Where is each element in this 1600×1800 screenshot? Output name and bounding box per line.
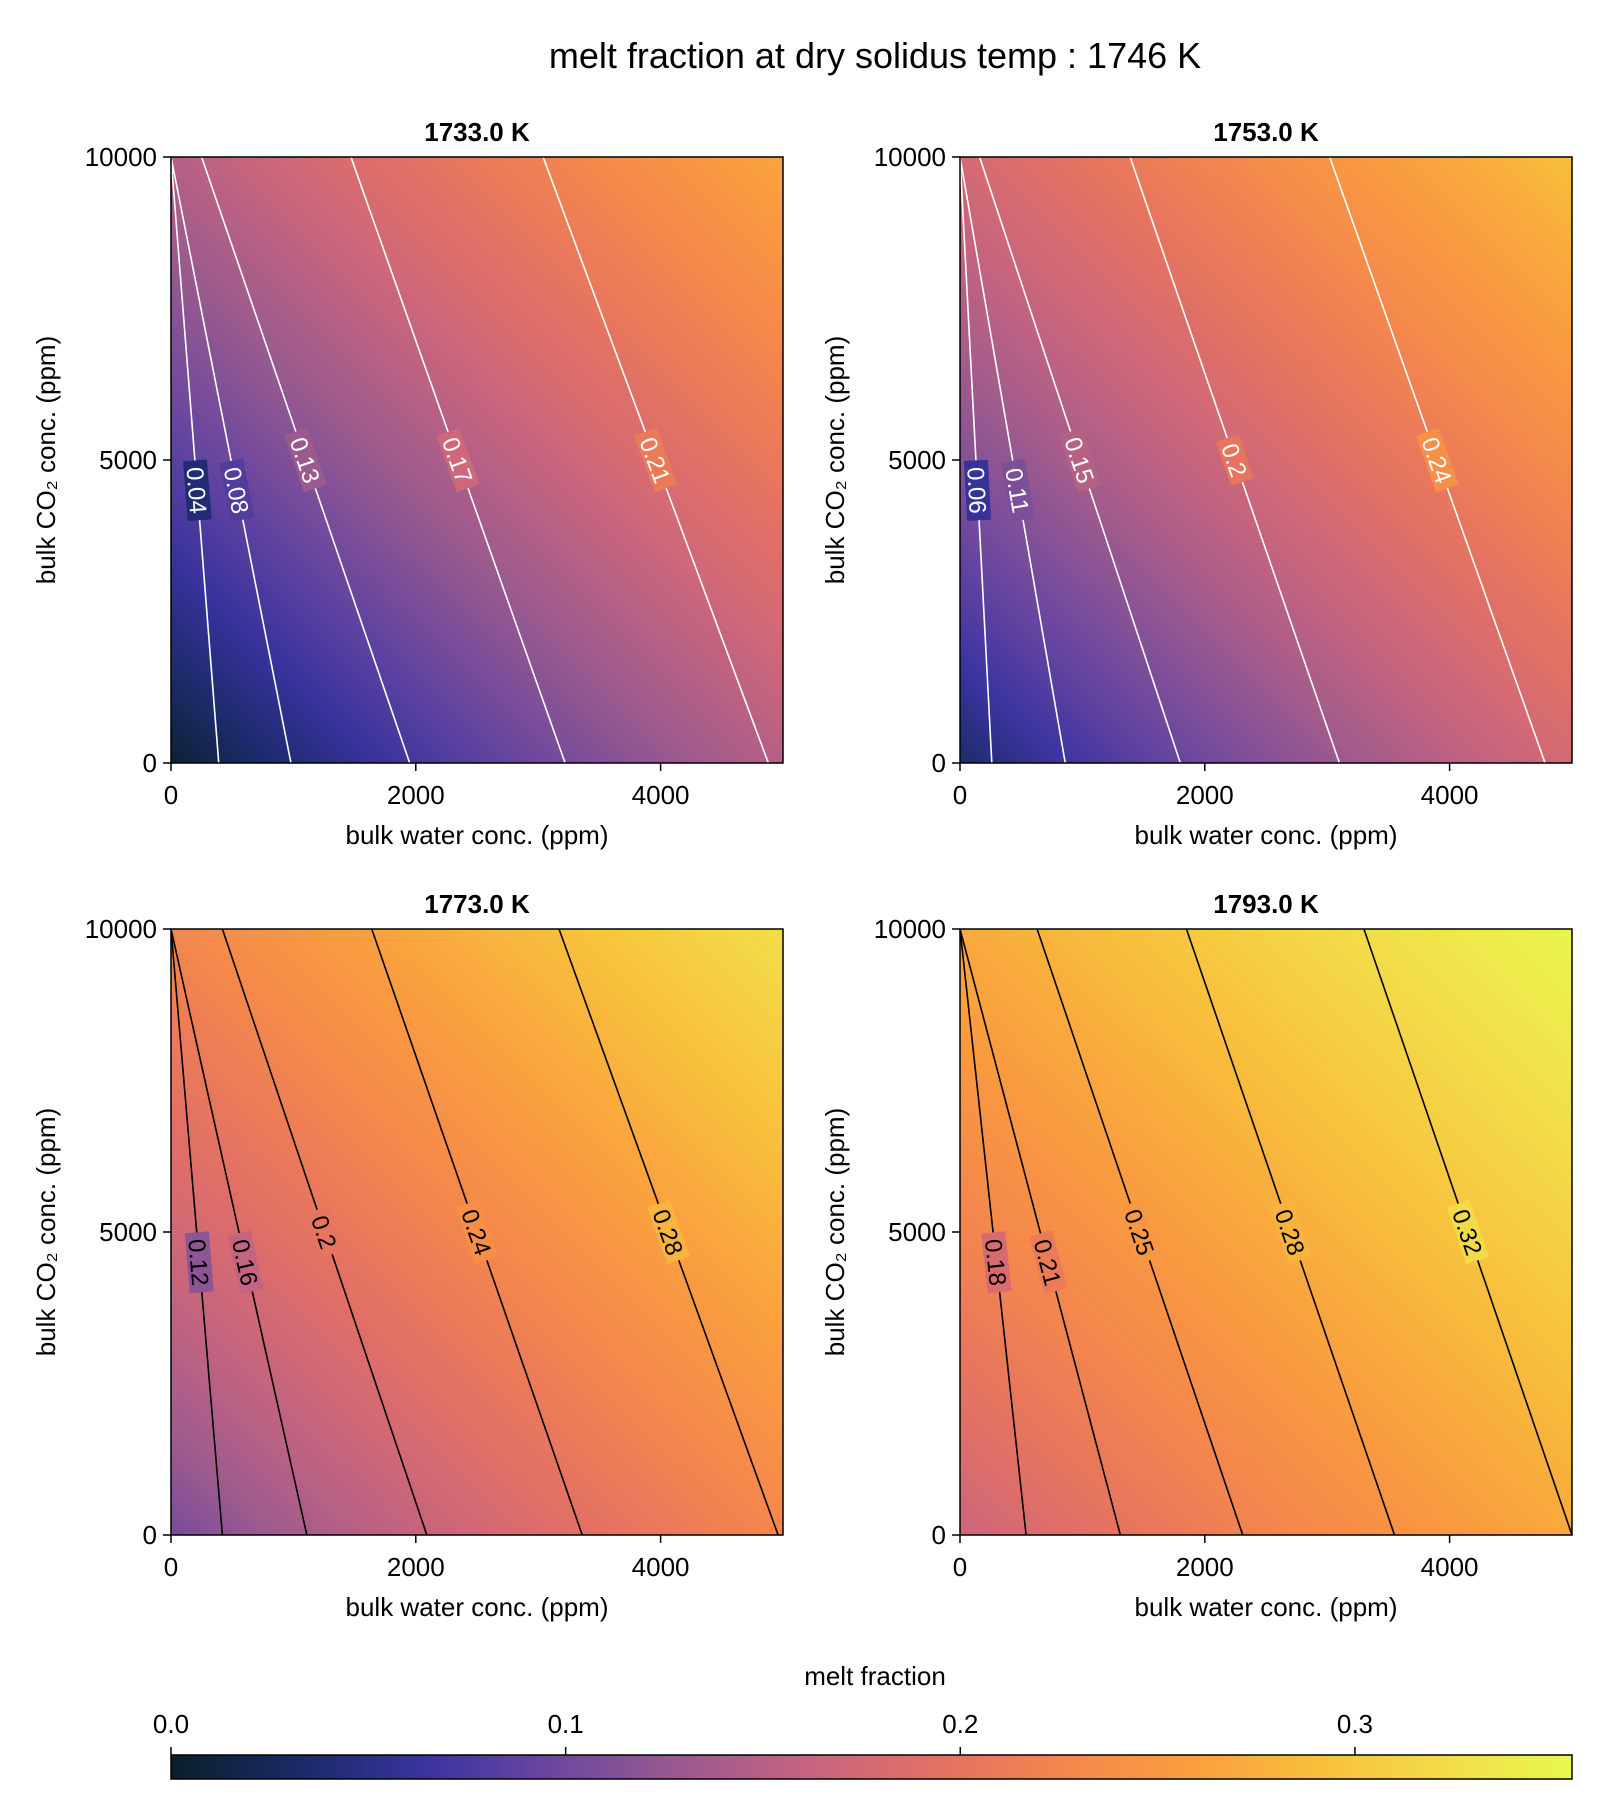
panel-title: 1773.0 K xyxy=(424,889,530,919)
y-tick-label: 0 xyxy=(143,1520,157,1550)
contour-label-bg xyxy=(1269,1199,1312,1265)
y-tick-label: 5000 xyxy=(888,1217,946,1247)
contour-line xyxy=(960,929,1027,1535)
contour-label-bg xyxy=(963,459,992,521)
contour-label-bg xyxy=(227,1230,264,1295)
contour-label-bg xyxy=(1215,433,1254,487)
x-tick-label: 4000 xyxy=(1421,780,1479,810)
contour-label: 0.12 xyxy=(182,1238,213,1287)
contour-label-bg xyxy=(182,459,212,522)
colorbar-tick-label: 0.3 xyxy=(1337,1709,1373,1739)
contour-line xyxy=(171,157,292,763)
contour-label-bg xyxy=(633,427,678,493)
contour-label-bg xyxy=(1028,1230,1068,1295)
panel-3: 0.12 0.160.2 0.24 0.28 1773.0 K 0 2000 4000 bulk… xyxy=(31,889,784,1622)
x-axis-label: bulk water conc. (ppm) xyxy=(1135,1592,1398,1622)
y-tick-label: 5000 xyxy=(99,1217,157,1247)
y-tick-label: 0 xyxy=(143,748,157,778)
contour-label-bg xyxy=(184,1231,214,1294)
y-tick-label: 0 xyxy=(932,1520,946,1550)
contour-label-group: 0.12 xyxy=(182,1231,214,1294)
x-tick-label: 2000 xyxy=(1176,1552,1234,1582)
y-tick-label: 5000 xyxy=(888,445,946,475)
y-tick-label: 10000 xyxy=(874,914,946,944)
x-tick-label: 4000 xyxy=(1421,1552,1479,1582)
contour-label-bg xyxy=(1118,1199,1161,1265)
colorbar-bar xyxy=(170,1754,1573,1780)
contour-labels: 0.06 0.110.15 0.2 0.24 xyxy=(961,427,1459,522)
contour-label-bg xyxy=(1059,427,1101,493)
x-axis-label: bulk water conc. (ppm) xyxy=(346,820,609,850)
contour-label-bg xyxy=(284,427,327,493)
contour-label: 0.06 xyxy=(961,466,990,514)
figure-title: melt fraction at dry solidus temp : 1746… xyxy=(549,35,1201,76)
x-axis-label: bulk water conc. (ppm) xyxy=(1135,820,1398,850)
y-axis-label: bulk CO₂ conc. (ppm) xyxy=(820,336,850,585)
colorbar-tick-label: 0.0 xyxy=(153,1709,189,1739)
panel-2: 0.06 0.110.15 0.2 0.24 1753.0 K 0 2000 4000 bulk… xyxy=(820,117,1573,850)
panel-title: 1793.0 K xyxy=(1213,889,1319,919)
colorbar-tick-label: 0.1 xyxy=(548,1709,584,1739)
colorbar-tick-label: 0.2 xyxy=(942,1709,978,1739)
contour-label-bg xyxy=(1416,427,1459,493)
x-tick-label: 4000 xyxy=(632,780,690,810)
contour-label-group: 0.18 xyxy=(979,1231,1012,1294)
x-tick-label: 0 xyxy=(164,1552,178,1582)
contour-label-bg xyxy=(455,1199,499,1265)
x-tick-label: 0 xyxy=(953,1552,967,1582)
contour-label-bg xyxy=(436,427,480,493)
contour-label-bg xyxy=(647,1199,691,1265)
x-tick-label: 2000 xyxy=(387,780,445,810)
x-tick-label: 4000 xyxy=(632,1552,690,1582)
panel-title: 1753.0 K xyxy=(1213,117,1319,147)
x-tick-label: 2000 xyxy=(1176,780,1234,810)
x-tick-label: 2000 xyxy=(387,1552,445,1582)
contour-label-bg xyxy=(1446,1199,1490,1265)
heatmap-field xyxy=(171,157,783,763)
y-tick-label: 10000 xyxy=(874,142,946,172)
contour-label-group: 0.06 xyxy=(961,459,992,521)
y-tick-label: 10000 xyxy=(85,142,157,172)
x-tick-label: 0 xyxy=(953,780,967,810)
colorbar-label: melt fraction xyxy=(804,1661,946,1691)
y-axis-label: bulk CO₂ conc. (ppm) xyxy=(31,1108,61,1357)
contour-label-group: 0.04 xyxy=(181,459,212,522)
contour-label-bg xyxy=(1000,458,1035,522)
colorbar: melt fraction 0.0 0.1 0.2 0.3 xyxy=(153,1661,1573,1780)
x-axis-label: bulk water conc. (ppm) xyxy=(346,1592,609,1622)
y-tick-label: 10000 xyxy=(85,914,157,944)
contour-label-bg xyxy=(981,1231,1012,1294)
contour-line xyxy=(171,157,220,763)
y-tick-label: 5000 xyxy=(99,445,157,475)
y-tick-label: 0 xyxy=(932,748,946,778)
contour-line xyxy=(171,929,308,1535)
contour-line xyxy=(960,157,993,763)
x-tick-label: 0 xyxy=(164,780,178,810)
y-axis-label: bulk CO₂ conc. (ppm) xyxy=(31,336,61,585)
contour-line xyxy=(171,929,224,1535)
contour-label: 0.18 xyxy=(979,1238,1011,1287)
panel-title: 1733.0 K xyxy=(424,117,530,147)
contour-label-bg xyxy=(219,458,255,523)
contour-label: 0.04 xyxy=(181,466,212,515)
y-axis-label: bulk CO₂ conc. (ppm) xyxy=(820,1108,850,1357)
heatmap-field xyxy=(960,157,1572,763)
contour-labels: 0.12 0.160.2 0.24 0.28 xyxy=(182,1199,691,1295)
contour-line xyxy=(960,157,1067,763)
contour-label-bg xyxy=(305,1205,344,1259)
contour-line xyxy=(960,929,1122,1535)
